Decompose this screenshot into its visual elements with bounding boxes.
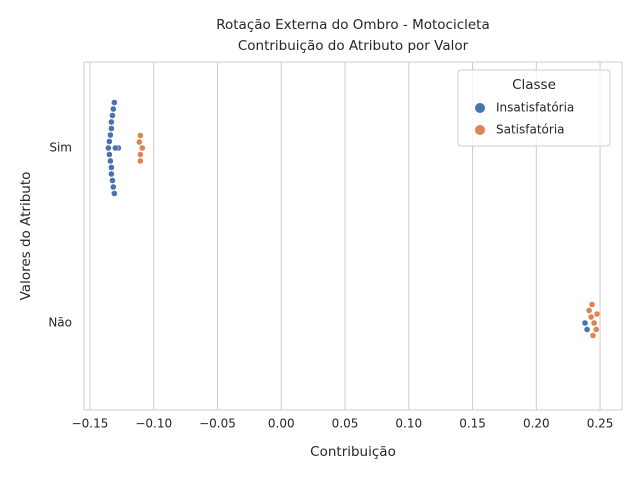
swarm-point	[590, 319, 598, 327]
x-tick-label: 0.20	[523, 417, 550, 431]
swarm-point	[593, 326, 600, 333]
y-axis-label: Valores do Atributo	[18, 172, 34, 301]
swarm-point	[106, 151, 113, 158]
swarm-point	[583, 326, 591, 333]
legend-title: Classe	[512, 77, 556, 93]
swarm-point	[585, 307, 593, 314]
swarm-point	[108, 118, 115, 126]
swarm-point	[587, 313, 595, 321]
y-tick-label: Não	[48, 316, 72, 330]
swarm-point	[111, 99, 118, 106]
swarm-point	[108, 125, 115, 132]
swarm-point	[107, 131, 114, 139]
swarm-point	[137, 151, 144, 158]
legend-label: Insatisfatória	[496, 101, 574, 115]
swarm-point	[588, 301, 596, 308]
swarm-point	[136, 138, 143, 146]
x-tick-label: −0.05	[199, 417, 236, 431]
swarm-point	[593, 310, 601, 318]
swarm-point	[581, 319, 589, 327]
swarm-point	[137, 132, 144, 139]
x-tick-label: 0.05	[332, 417, 359, 431]
swarm-point	[137, 157, 144, 165]
swarm-point	[112, 144, 119, 152]
swarm-point	[108, 164, 115, 171]
legend-label: Satisfatória	[496, 123, 565, 137]
legend-box	[457, 69, 611, 147]
x-tick-label: 0.25	[587, 417, 614, 431]
x-tick-label: 0.10	[395, 417, 422, 431]
swarm-point	[589, 332, 597, 339]
chart-title: Rotação Externa do Ombro - Motocicleta	[216, 17, 490, 33]
legend-marker	[475, 125, 485, 135]
swarm-point	[108, 170, 115, 178]
swarm-point	[109, 177, 116, 184]
swarm-point	[110, 105, 117, 113]
swarm-point	[110, 183, 117, 191]
x-tick-label: −0.10	[135, 417, 172, 431]
chart-subtitle: Contribuição do Atributo por Valor	[238, 38, 469, 54]
x-tick-label: −0.15	[72, 417, 109, 431]
swarm-point	[106, 138, 113, 145]
swarm-point	[139, 144, 146, 152]
swarm-point	[105, 144, 112, 152]
y-tick-label: Sim	[49, 141, 72, 155]
x-tick-label: 0.15	[459, 417, 486, 431]
swarm-point	[107, 157, 114, 165]
swarm-point	[111, 190, 118, 197]
x-axis-label: Contribuição	[310, 444, 396, 460]
plot-frame	[83, 61, 623, 411]
x-tick-label: 0.00	[268, 417, 295, 431]
swarm-point	[109, 112, 116, 119]
legend-marker	[475, 103, 485, 113]
